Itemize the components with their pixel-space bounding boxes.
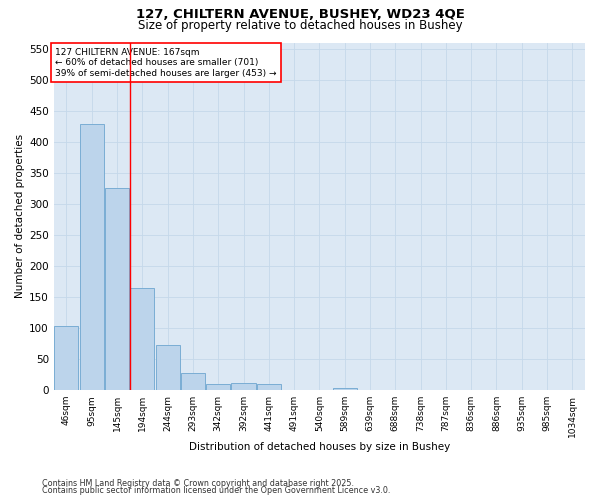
Bar [130,288,154,390]
Bar [155,346,179,390]
Bar [80,124,104,390]
Bar [206,384,230,390]
Y-axis label: Number of detached properties: Number of detached properties [15,134,25,298]
Bar [257,384,281,390]
Text: 127 CHILTERN AVENUE: 167sqm
← 60% of detached houses are smaller (701)
39% of se: 127 CHILTERN AVENUE: 167sqm ← 60% of det… [55,48,277,78]
Bar [232,382,256,390]
Text: 127, CHILTERN AVENUE, BUSHEY, WD23 4QE: 127, CHILTERN AVENUE, BUSHEY, WD23 4QE [136,8,464,20]
Bar [181,372,205,390]
Bar [55,326,79,390]
Text: Contains HM Land Registry data © Crown copyright and database right 2025.: Contains HM Land Registry data © Crown c… [42,478,354,488]
X-axis label: Distribution of detached houses by size in Bushey: Distribution of detached houses by size … [189,442,450,452]
Bar [105,188,129,390]
Text: Contains public sector information licensed under the Open Government Licence v3: Contains public sector information licen… [42,486,391,495]
Text: Size of property relative to detached houses in Bushey: Size of property relative to detached ho… [137,19,463,32]
Bar [332,388,357,390]
